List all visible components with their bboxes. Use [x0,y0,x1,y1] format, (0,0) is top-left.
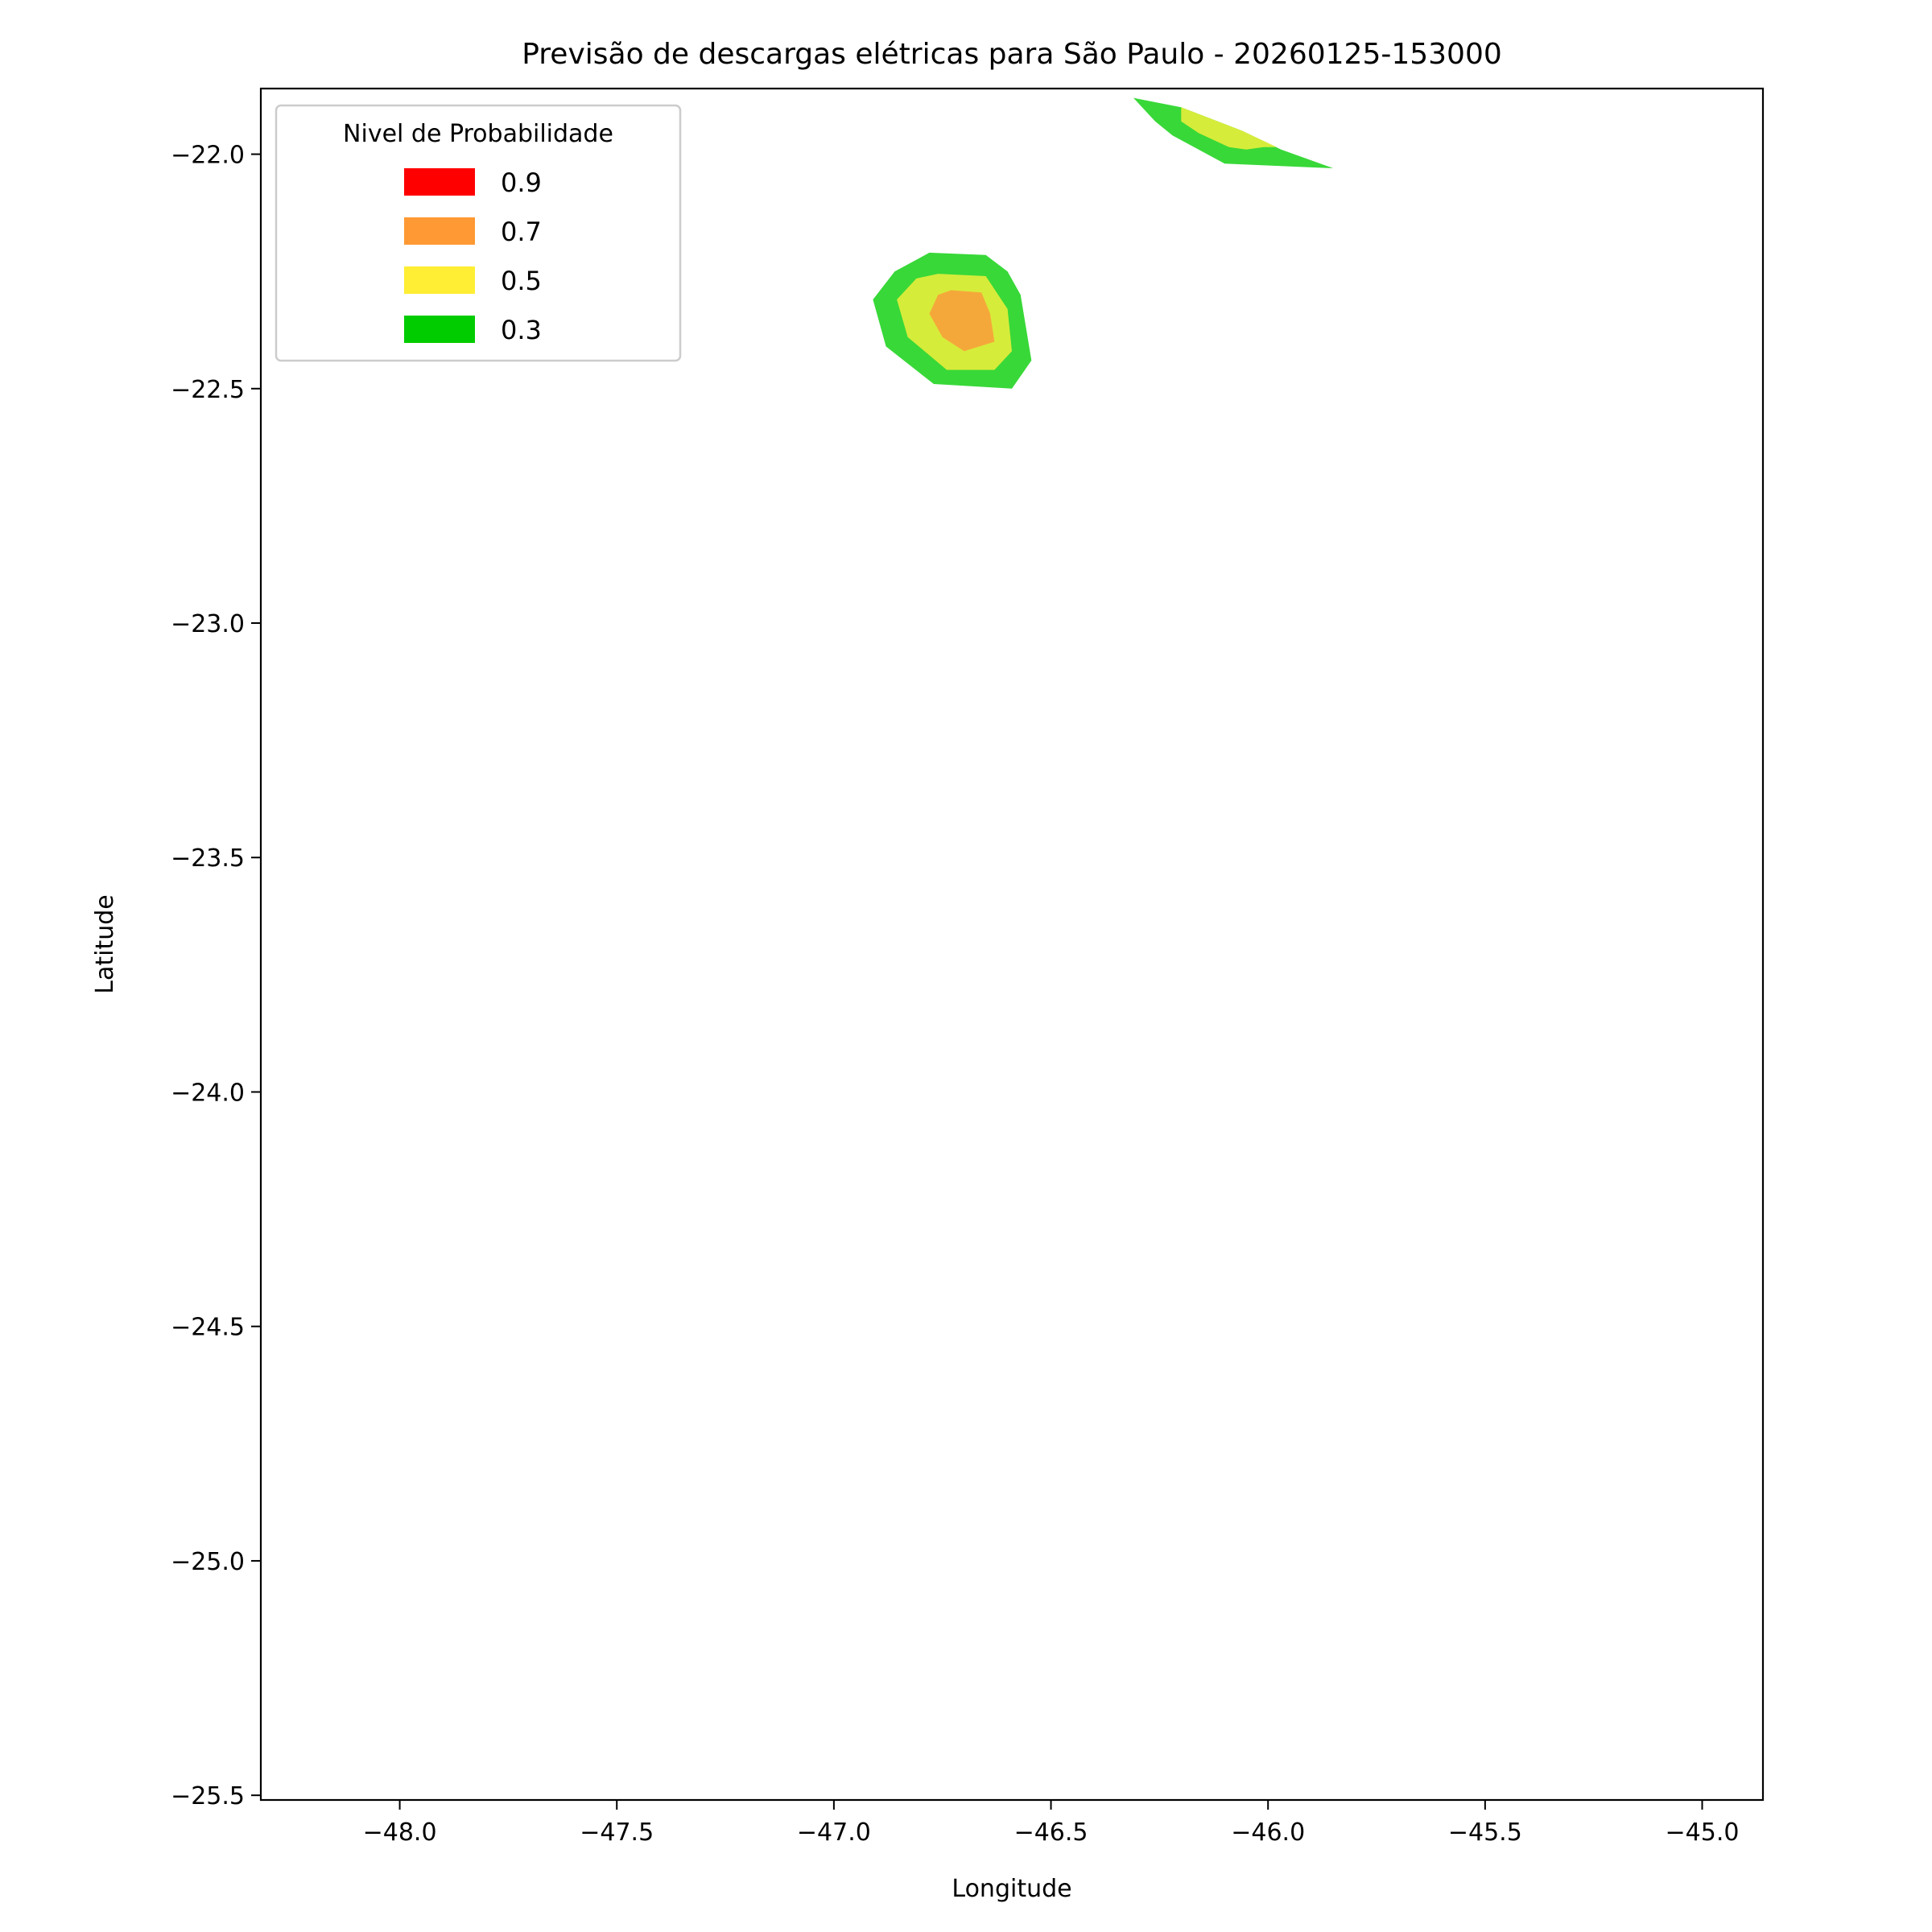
contour-region-0-7 [929,290,995,352]
legend-swatch [404,217,475,245]
y-tick-label: −22.0 [171,142,245,170]
y-tick-label: −23.5 [171,844,245,873]
legend-box [275,104,682,362]
x-tick-label: −47.0 [797,1818,871,1847]
x-tick-label: −46.5 [1014,1818,1088,1847]
y-tick-label: −25.5 [171,1782,245,1810]
legend: Nivel de Probabilidade 0.9 0.7 0.5 0.3 [275,104,682,362]
y-tick-label: −24.5 [171,1314,245,1342]
x-tick-label: −47.5 [580,1818,654,1847]
legend-title: Nivel de Probabilidade [343,120,613,148]
chart-title: Previsão de descargas elétricas para São… [522,38,1502,71]
probability-contours [873,97,1334,389]
contour-region-0-5 [1181,107,1277,150]
x-axis: −48.0 −47.5 −47.0 −46.5 −46.0 −45.5 −45.0 [363,1800,1740,1847]
legend-label: 0.3 [501,315,542,345]
y-tick-label: −22.5 [171,376,245,404]
y-axis-label: Latitude [91,894,119,993]
legend-entries: 0.9 0.7 0.5 0.3 [404,167,542,345]
legend-swatch [404,266,475,294]
x-tick-label: −45.5 [1448,1818,1522,1847]
legend-label: 0.5 [501,266,542,296]
x-tick-label: −45.0 [1666,1818,1740,1847]
legend-swatch [404,316,475,343]
plot-area-frame [259,87,1765,1802]
y-tick-label: −23.0 [171,610,245,638]
y-tick-label: −24.0 [171,1079,245,1107]
legend-label: 0.9 [501,167,542,198]
x-tick-label: −48.0 [363,1818,437,1847]
legend-swatch [404,168,475,196]
y-axis: −22.0 −22.5 −23.0 −23.5 −24.0 −24.5 −25.0 −25.5 [171,142,261,1810]
y-tick-label: −25.0 [171,1548,245,1576]
x-axis-label: Longitude [952,1875,1071,1903]
x-tick-label: −46.0 [1231,1818,1305,1847]
legend-label: 0.7 [501,217,542,247]
